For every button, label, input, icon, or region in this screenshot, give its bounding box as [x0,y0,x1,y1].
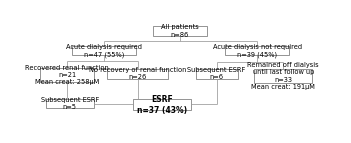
Text: No recovery of renal function
n=26: No recovery of renal function n=26 [89,67,186,81]
Text: Acute dialysis not required
n=39 (45%): Acute dialysis not required n=39 (45%) [213,44,302,58]
FancyBboxPatch shape [196,69,238,79]
Text: Acute dialysis required
n=47 (55%): Acute dialysis required n=47 (55%) [66,44,142,58]
FancyBboxPatch shape [225,46,289,55]
FancyBboxPatch shape [72,46,136,55]
Text: Recovered renal function
n=21
Mean creat: 258μM: Recovered renal function n=21 Mean creat… [25,65,109,85]
Text: ESRF
n=37 (43%): ESRF n=37 (43%) [137,95,187,115]
FancyBboxPatch shape [40,68,93,82]
Text: Remained off dialysis
until last follow up
n=33
Mean creat: 191μM: Remained off dialysis until last follow … [247,62,319,90]
Text: Subsequent ESRF
n=5: Subsequent ESRF n=5 [41,97,99,110]
FancyBboxPatch shape [153,26,207,36]
FancyBboxPatch shape [107,69,168,79]
FancyBboxPatch shape [254,69,312,83]
Text: Subsequent ESRF
n=6: Subsequent ESRF n=6 [187,67,246,81]
FancyBboxPatch shape [46,99,93,108]
Text: All patients
n=86: All patients n=86 [161,24,199,38]
FancyBboxPatch shape [133,99,191,110]
